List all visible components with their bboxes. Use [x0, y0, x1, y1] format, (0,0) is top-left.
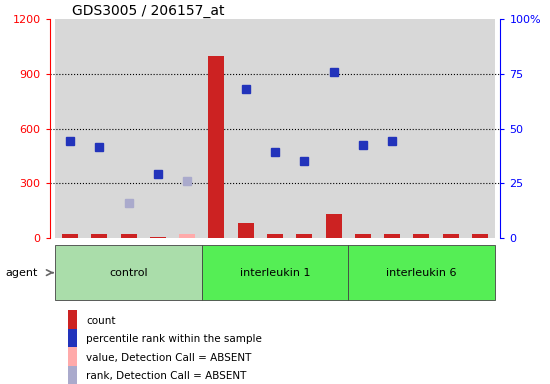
Bar — [120, 234, 136, 238]
Bar — [68, 329, 78, 350]
Bar — [143, 19, 173, 238]
Bar — [173, 19, 202, 238]
Bar — [179, 234, 195, 238]
Bar — [231, 19, 260, 238]
Bar — [260, 19, 290, 238]
Bar — [384, 234, 400, 238]
Text: control: control — [109, 268, 148, 278]
Text: percentile rank within the sample: percentile rank within the sample — [86, 334, 262, 344]
FancyBboxPatch shape — [202, 245, 348, 300]
Text: interleukin 6: interleukin 6 — [386, 268, 456, 278]
Bar — [296, 234, 312, 238]
Bar — [202, 19, 231, 238]
Bar — [91, 234, 107, 238]
Bar — [68, 310, 78, 332]
Bar — [150, 237, 166, 238]
Bar — [319, 19, 348, 238]
Bar — [436, 19, 465, 238]
Text: GDS3005 / 206157_at: GDS3005 / 206157_at — [72, 4, 224, 18]
Bar — [85, 19, 114, 238]
Bar — [377, 19, 407, 238]
Text: agent: agent — [6, 268, 38, 278]
Bar — [267, 234, 283, 238]
Bar — [348, 19, 377, 238]
Bar — [114, 19, 143, 238]
Text: value, Detection Call = ABSENT: value, Detection Call = ABSENT — [86, 353, 252, 363]
FancyBboxPatch shape — [56, 245, 202, 300]
Bar — [238, 223, 254, 238]
Bar — [355, 234, 371, 238]
FancyBboxPatch shape — [348, 245, 494, 300]
Bar — [443, 234, 459, 238]
Bar — [290, 19, 319, 238]
Bar — [56, 19, 85, 238]
Bar — [68, 366, 78, 384]
Text: count: count — [86, 316, 116, 326]
Bar — [465, 19, 494, 238]
Bar — [68, 347, 78, 369]
Bar — [472, 234, 488, 238]
Bar — [208, 56, 224, 238]
Text: rank, Detection Call = ABSENT: rank, Detection Call = ABSENT — [86, 371, 247, 381]
Bar — [326, 214, 342, 238]
Bar — [414, 234, 430, 238]
Bar — [407, 19, 436, 238]
Text: interleukin 1: interleukin 1 — [240, 268, 310, 278]
Bar — [62, 234, 78, 238]
